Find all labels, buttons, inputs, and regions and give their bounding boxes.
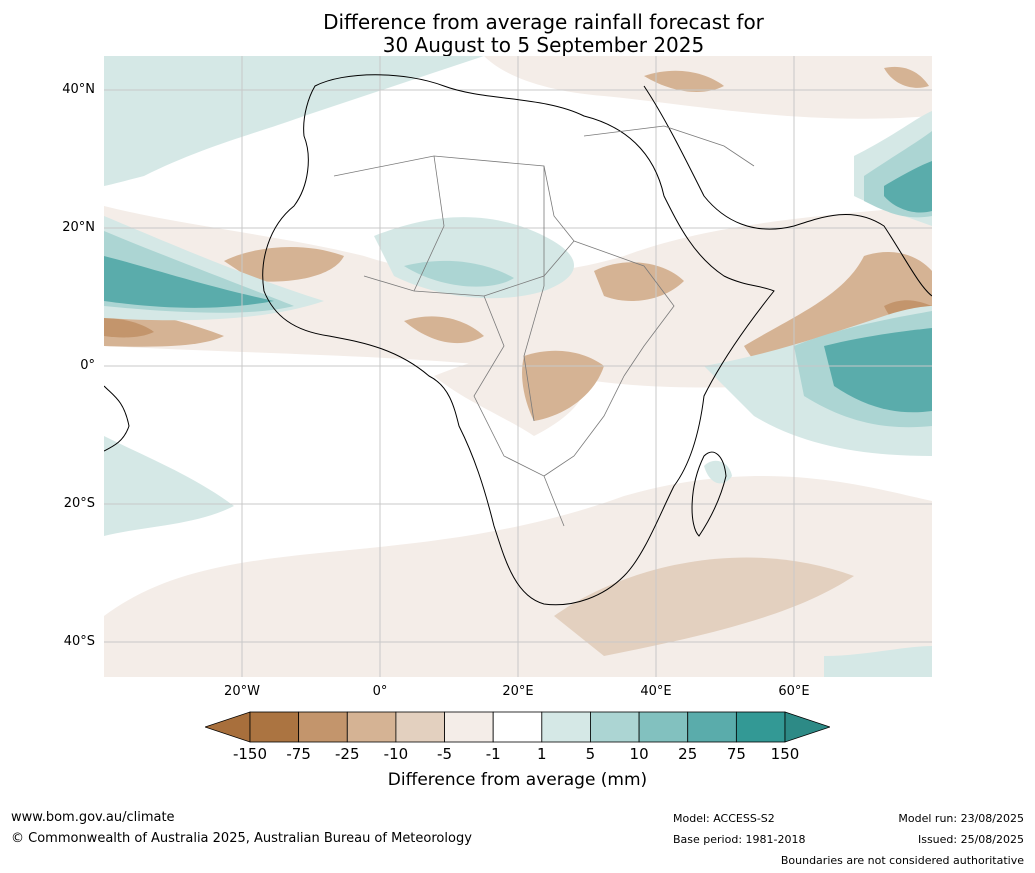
colorbar-tick-label: 75: [726, 745, 746, 763]
model-label: Model: ACCESS-S2: [673, 812, 775, 825]
website-link[interactable]: www.bom.gov.au/climate: [11, 810, 175, 825]
base-period-label: Base period: 1981-2018: [673, 833, 806, 846]
issued-label: Issued: 25/08/2025: [917, 833, 1024, 846]
colorbar-box: [687, 711, 737, 743]
colorbar-tick-label: 25: [678, 745, 698, 763]
graticule: [104, 56, 932, 677]
colorbar-box: [395, 711, 445, 743]
copyright-text: © Commonwealth of Australia 2025, Austra…: [11, 831, 472, 846]
colorbar-box: [590, 711, 640, 743]
lon-label-20w: 20°W: [224, 684, 260, 699]
colorbar-box: [735, 711, 786, 743]
lon-label-0: 0°: [372, 684, 388, 699]
model-run-label: Model run: 23/08/2025: [898, 812, 1024, 825]
rainfall-anomaly-map: [104, 56, 932, 677]
lat-label-20s: 20°S: [63, 496, 95, 511]
colorbar-box: [541, 711, 591, 743]
colorbar-tick-label: 150: [770, 745, 800, 763]
colorbar-title: Difference from average (mm): [387, 770, 648, 790]
colorbar-tick-label: -5: [437, 745, 453, 763]
lat-label-40s: 40°S: [63, 634, 95, 649]
colorbar-tick-label: 5: [585, 745, 596, 763]
map-title-line2: 30 August to 5 September 2025: [382, 33, 705, 57]
colorbar-tick-label: -25: [335, 745, 360, 763]
lat-label-20n: 20°N: [62, 220, 95, 235]
colorbar-tick-label: -10: [383, 745, 409, 763]
colorbar-box: [298, 711, 348, 743]
colorbar: [205, 711, 830, 743]
colorbar-box: [638, 711, 689, 743]
lon-label-40e: 40°E: [640, 684, 672, 699]
lat-label-0: 0°: [80, 358, 95, 373]
colorbar-tick-label: 10: [629, 745, 649, 763]
colorbar-extend-low: [205, 711, 251, 743]
country-borders: [333, 125, 755, 527]
disclaimer-text: Boundaries are not considered authoritat…: [780, 854, 1024, 867]
colorbar-box: [444, 711, 494, 743]
lat-label-40n: 40°N: [62, 82, 95, 97]
colorbar-tick-label: -1: [485, 745, 501, 763]
colorbar-tick-label: 1: [537, 745, 547, 763]
coastlines: [104, 74, 932, 606]
colorbar-box: [492, 711, 543, 743]
lon-label-60e: 60°E: [778, 684, 810, 699]
colorbar-box: [346, 711, 397, 743]
colorbar-tick-label: -75: [286, 745, 311, 763]
lon-label-20e: 20°E: [502, 684, 534, 699]
colorbar-tick-label: -150: [232, 745, 268, 763]
map-title-line1: Difference from average rainfall forecas…: [323, 10, 764, 34]
colorbar-box: [249, 711, 300, 743]
colorbar-extend-high: [784, 711, 830, 743]
